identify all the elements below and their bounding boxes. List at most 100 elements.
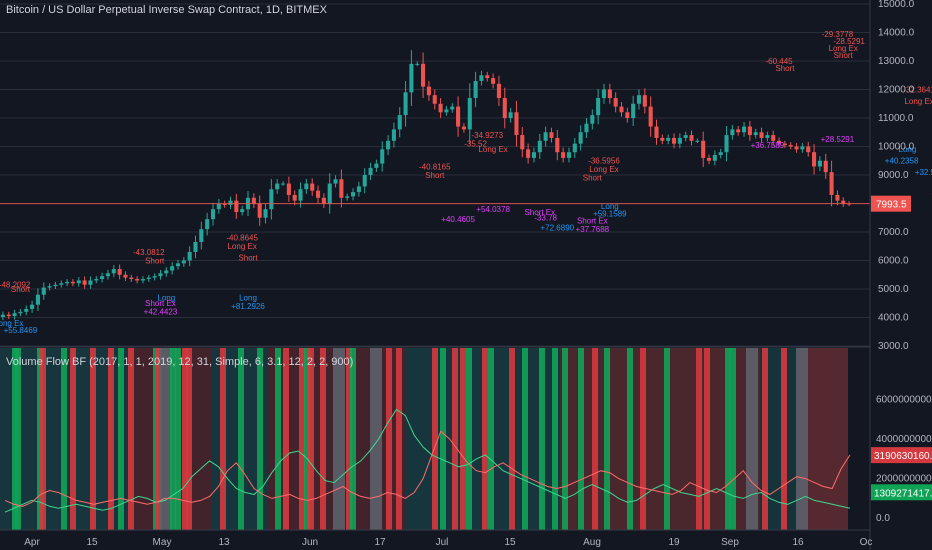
indicator-bands <box>0 348 848 530</box>
time-tick-label: 17 <box>374 537 386 548</box>
candle-body <box>671 137 677 144</box>
candle-body <box>351 192 356 197</box>
candle-body <box>339 179 344 198</box>
candle-body <box>701 140 706 158</box>
indicator-value-badge <box>871 484 932 501</box>
time-tick-label: Jun <box>302 537 318 548</box>
candle-body <box>601 89 607 99</box>
candle-body <box>491 78 496 84</box>
candle-body <box>327 183 332 204</box>
last-price-label: 7993.5 <box>876 200 907 211</box>
candle-body <box>771 135 776 141</box>
signal-stripe <box>128 348 134 530</box>
indicator-axis[interactable]: 6000000000.0 4000000000.0 2000000000.0 0.0 3… <box>871 395 932 524</box>
candle-body <box>654 126 659 138</box>
signal-stripe <box>482 348 488 530</box>
signal-stripe <box>333 348 345 530</box>
signal-stripe <box>552 348 558 530</box>
signal-stripe <box>370 348 382 530</box>
candle-body <box>777 140 782 144</box>
candle-body <box>391 129 396 141</box>
candle-body <box>321 197 326 204</box>
indicator-tick-label: 2000000000.0 <box>876 474 932 485</box>
candle-body <box>479 75 484 81</box>
signal-stripe <box>730 348 736 530</box>
signal-stripe <box>396 348 402 530</box>
candle-body <box>561 152 566 158</box>
candle-body <box>666 137 671 141</box>
price-axis[interactable]: 15000.0 14000.0 13000.0 12000.0 11000.0 10000… <box>871 0 915 352</box>
candle-body <box>403 92 408 116</box>
signal-stripe <box>90 348 96 530</box>
candle-body <box>362 175 367 187</box>
signal-stripe <box>156 348 162 530</box>
signal-label: +40.2358 <box>885 157 919 166</box>
signal-label: Short Ex <box>577 216 608 225</box>
candle-body <box>117 269 122 275</box>
candle-body <box>485 75 490 79</box>
signal-stripe <box>640 348 646 530</box>
signal-stripe <box>488 348 494 530</box>
candle-body <box>467 98 472 130</box>
candle-body <box>584 123 589 133</box>
candle-body <box>823 160 828 173</box>
candle-body <box>496 83 501 99</box>
time-tick-label: Oc <box>860 537 873 548</box>
signal-stripe <box>522 348 528 530</box>
price-tick-label: 6000.0 <box>878 256 909 267</box>
signal-label: -48.2092 <box>0 281 31 290</box>
candle-body <box>765 135 770 138</box>
signal-stripe <box>175 348 181 530</box>
signal-label: +28.5291 <box>821 135 855 144</box>
signal-stripe <box>578 348 584 530</box>
candle-body <box>450 106 455 110</box>
signal-stripe <box>238 348 244 530</box>
signal-stripe <box>539 348 545 530</box>
time-tick-label: May <box>153 537 172 548</box>
candle-body <box>18 311 23 314</box>
candle-body <box>537 140 542 153</box>
candle-body <box>216 203 221 210</box>
candle-body <box>397 115 402 130</box>
signal-label: Long Ex <box>227 242 256 251</box>
candle-body <box>432 95 437 104</box>
time-axis[interactable]: Apr 15 May 13 Jun 17 Jul 15 Aug 19 Sep 16 Oc <box>24 537 872 548</box>
signal-label: +59.1589 <box>593 209 627 218</box>
candle-body <box>782 143 787 146</box>
signal-stripe <box>350 348 356 530</box>
price-tick-label: 14000.0 <box>878 28 915 39</box>
signal-label: Long Ex <box>904 97 932 106</box>
candle-body <box>642 95 647 107</box>
candle-body <box>158 273 163 277</box>
candle-body <box>759 132 764 138</box>
price-tick-label: 10000.0 <box>878 142 915 153</box>
symbol-title[interactable]: Bitcoin / US Dollar Perpetual Inverse Sw… <box>6 4 327 16</box>
signal-stripe <box>604 348 610 530</box>
time-tick-label: Aug <box>583 537 601 548</box>
signal-stripe <box>696 348 702 530</box>
indicator-legend[interactable]: Volume Flow BF (2017, 1, 1, 2019, 12, 31… <box>6 356 354 368</box>
candle-body <box>94 279 99 281</box>
candle-body <box>648 106 653 127</box>
signal-stripe <box>452 348 458 530</box>
time-tick-label: 15 <box>504 537 516 548</box>
candle-body <box>386 140 391 150</box>
candle-body <box>543 132 548 141</box>
indicator-value-label: 3190630160.0 <box>874 451 932 462</box>
candle-body <box>333 179 338 184</box>
price-tick-label: 7000.0 <box>878 227 909 238</box>
time-tick-label: Sep <box>721 537 739 548</box>
signal-stripe <box>562 348 568 530</box>
time-tick-label: 13 <box>218 537 230 548</box>
candle-body <box>100 276 105 280</box>
candle-body <box>275 183 280 190</box>
indicator-value-label: 1309271417.0 <box>874 488 932 499</box>
candle-body <box>689 135 694 141</box>
candle-body <box>444 109 449 113</box>
price-tick-label: 11000.0 <box>878 113 914 124</box>
signal-label: Long <box>601 202 619 211</box>
candle-body <box>82 280 87 285</box>
candle-body <box>596 98 601 116</box>
trade-signals: -48.2092ShortLong Ex+55.8469-43.0812Shor… <box>0 30 932 335</box>
signal-stripe <box>61 348 67 530</box>
